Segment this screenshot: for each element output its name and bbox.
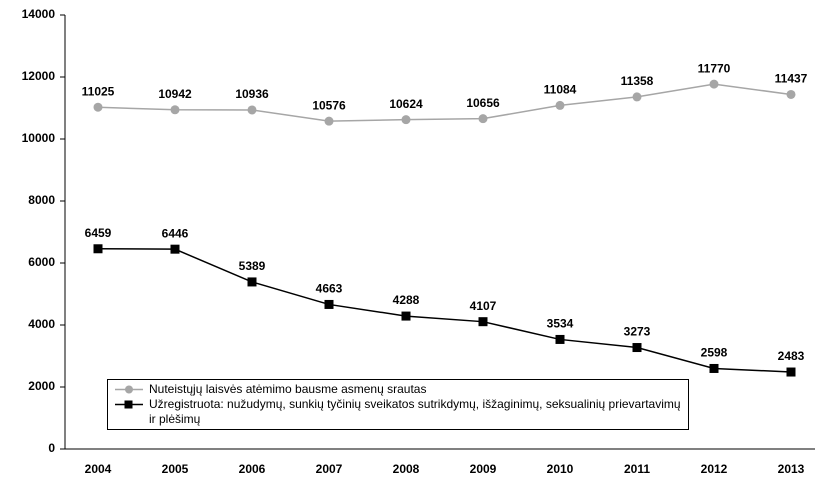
data-label: 4107 bbox=[470, 299, 497, 313]
marker bbox=[709, 363, 719, 373]
marker bbox=[401, 115, 411, 125]
y-tick-label: 2000 bbox=[28, 379, 55, 393]
series-line bbox=[97, 248, 792, 373]
y-tick-label: 10000 bbox=[22, 131, 56, 145]
data-label: 11770 bbox=[698, 61, 731, 75]
y-tick-label: 12000 bbox=[22, 69, 56, 83]
legend-label: Užregistruota: nužudymų, sunkių tyčinių … bbox=[149, 397, 681, 426]
x-tick-label: 2012 bbox=[701, 462, 728, 476]
marker bbox=[555, 334, 565, 344]
data-label: 3273 bbox=[624, 325, 651, 339]
legend-entry: Užregistruota: nužudymų, sunkių tyčinių … bbox=[113, 397, 683, 427]
x-tick-label: 2007 bbox=[316, 462, 343, 476]
marker bbox=[786, 89, 796, 99]
data-label: 11437 bbox=[775, 72, 808, 86]
data-label: 11025 bbox=[82, 84, 115, 98]
data-label: 4663 bbox=[316, 282, 343, 296]
x-tick-label: 2005 bbox=[162, 462, 189, 476]
marker bbox=[93, 244, 103, 254]
marker bbox=[247, 105, 257, 115]
data-label: 10936 bbox=[235, 87, 269, 101]
legend-label: Nuteistųjų laisvės atėmimo bausme asmenų… bbox=[149, 382, 427, 396]
marker bbox=[93, 102, 103, 112]
data-label: 10576 bbox=[312, 98, 346, 112]
x-tick-label: 2008 bbox=[393, 462, 420, 476]
data-label: 3534 bbox=[547, 317, 574, 331]
marker bbox=[478, 317, 488, 327]
data-label: 6446 bbox=[162, 226, 189, 240]
legend-key bbox=[115, 385, 143, 394]
x-tick-label: 2006 bbox=[239, 462, 266, 476]
legend: Nuteistųjų laisvės atėmimo bausme asmenų… bbox=[107, 379, 689, 430]
data-label: 4288 bbox=[393, 293, 420, 307]
x-tick-label: 2009 bbox=[470, 462, 497, 476]
marker bbox=[632, 343, 642, 353]
marker bbox=[170, 244, 180, 254]
data-label: 11358 bbox=[621, 74, 654, 88]
data-label: 5389 bbox=[239, 259, 266, 273]
marker bbox=[247, 277, 257, 287]
x-tick-label: 2011 bbox=[624, 462, 650, 476]
x-tick-label: 2010 bbox=[547, 462, 574, 476]
x-tick-label: 2013 bbox=[778, 462, 805, 476]
data-label: 10624 bbox=[389, 97, 423, 111]
legend-marker bbox=[124, 400, 133, 409]
y-tick-label: 0 bbox=[48, 441, 55, 455]
marker bbox=[324, 116, 334, 126]
data-label: 2483 bbox=[778, 349, 805, 363]
marker bbox=[786, 367, 796, 377]
legend-marker bbox=[125, 385, 133, 394]
series-line bbox=[97, 83, 792, 122]
data-label: 2598 bbox=[701, 346, 728, 360]
marker bbox=[324, 299, 334, 309]
legend-key bbox=[115, 400, 143, 409]
marker bbox=[478, 114, 488, 124]
y-tick-label: 8000 bbox=[28, 193, 55, 207]
marker bbox=[401, 311, 411, 321]
legend-entry: Nuteistųjų laisvės atėmimo bausme asmenų… bbox=[113, 382, 683, 397]
data-label: 11084 bbox=[544, 83, 577, 97]
marker bbox=[170, 105, 180, 115]
y-tick-label: 14000 bbox=[22, 7, 56, 21]
y-tick-label: 6000 bbox=[28, 255, 55, 269]
marker bbox=[709, 79, 719, 89]
data-label: 6459 bbox=[85, 226, 112, 240]
x-tick-label: 2004 bbox=[85, 462, 112, 476]
marker bbox=[632, 92, 642, 102]
data-label: 10656 bbox=[466, 96, 500, 110]
data-label: 10942 bbox=[158, 87, 192, 101]
y-tick-label: 4000 bbox=[28, 317, 55, 331]
marker bbox=[555, 100, 565, 110]
